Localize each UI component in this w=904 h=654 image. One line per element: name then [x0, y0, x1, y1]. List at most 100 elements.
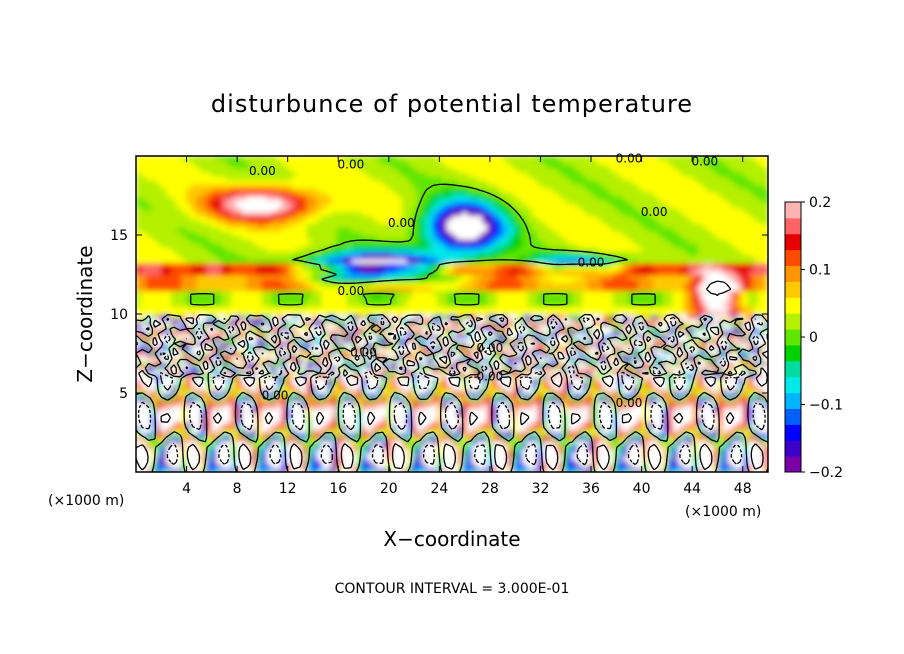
field-cell: [336, 448, 343, 454]
field-cell: [301, 436, 308, 442]
field-cell: [517, 464, 524, 469]
field-cell: [547, 440, 554, 446]
field-cell: [542, 396, 549, 402]
field-cell: [256, 428, 263, 434]
field-cell: [231, 400, 238, 406]
field-cell: [452, 428, 458, 434]
field-cell: [191, 420, 197, 426]
field-cell: [507, 416, 513, 422]
field-cell: [386, 440, 393, 446]
field-cell: [441, 440, 448, 446]
field-cell: [672, 436, 679, 442]
field-cell: [577, 416, 584, 422]
field-cell: [572, 412, 579, 418]
field-cell: [457, 400, 463, 406]
field-cell: [211, 432, 218, 438]
field-cell: [206, 468, 213, 472]
field-cell: [241, 404, 248, 410]
field-cell: [587, 389, 594, 394]
field-cell: [592, 393, 599, 398]
field-cell: [386, 436, 393, 442]
field-cell: [371, 408, 378, 414]
field-cell: [211, 389, 218, 394]
field-cell: [221, 468, 228, 472]
field-cell: [567, 448, 574, 454]
field-cell: [316, 404, 323, 410]
field-cell: [642, 432, 649, 438]
field-cell: [301, 456, 308, 461]
field-cell: [326, 448, 333, 454]
field-cell: [452, 444, 458, 450]
field-cell: [201, 448, 208, 454]
field-cell: [246, 385, 253, 390]
field-cell: [441, 416, 448, 422]
field-cell: [426, 468, 433, 472]
field-cell: [687, 412, 694, 418]
field-cell: [436, 468, 443, 472]
field-cell: [542, 400, 549, 406]
field-cell: [421, 452, 428, 457]
field-cell: [151, 452, 157, 457]
field-cell: [672, 460, 679, 465]
field-cell: [271, 448, 278, 454]
field-cell: [176, 416, 182, 422]
field-cell: [266, 432, 273, 438]
field-cell: [682, 452, 689, 457]
field-cell: [462, 428, 468, 434]
field-cell: [426, 448, 433, 454]
field-cell: [682, 389, 689, 394]
field-cell: [602, 468, 609, 472]
field-cell: [296, 456, 303, 461]
field-cell: [532, 385, 539, 390]
field-cell: [732, 400, 739, 406]
field-cell: [371, 412, 378, 418]
field-cell: [507, 408, 513, 414]
field-cell: [487, 408, 493, 414]
field-cell: [747, 464, 754, 469]
field-cell: [542, 468, 549, 472]
field-cell: [507, 400, 513, 406]
field-cell: [707, 468, 714, 472]
field-cell: [742, 408, 749, 414]
field-cell: [552, 412, 559, 418]
field-cell: [677, 440, 684, 446]
field-cell: [472, 440, 478, 446]
field-cell: [682, 400, 689, 406]
field-cell: [717, 396, 724, 402]
field-cell: [472, 416, 478, 422]
field-cell: [527, 416, 534, 422]
field-cell: [331, 420, 338, 426]
field-cell: [221, 408, 228, 414]
field-cell: [727, 424, 734, 430]
field-cell: [401, 396, 408, 402]
field-cell: [712, 440, 719, 446]
field-cell: [411, 385, 418, 390]
field-cell: [717, 448, 724, 454]
field-cell: [371, 452, 378, 457]
field-cell: [762, 385, 768, 390]
field-cell: [221, 440, 228, 446]
field-cell: [251, 464, 258, 469]
field-cell: [732, 408, 739, 414]
field-cell: [572, 404, 579, 410]
field-cell: [326, 456, 333, 461]
field-cell: [537, 448, 544, 454]
field-cell: [497, 412, 503, 418]
field-cell: [722, 393, 729, 398]
field-cell: [492, 385, 498, 390]
field-cell: [717, 424, 724, 430]
field-cell: [617, 468, 624, 472]
field-cell: [747, 468, 754, 472]
field-cell: [607, 412, 614, 418]
field-cell: [547, 460, 554, 465]
field-cell: [487, 393, 493, 398]
field-cell: [281, 452, 288, 457]
field-cell: [321, 400, 328, 406]
field-cell: [517, 444, 524, 450]
field-cell: [251, 408, 258, 414]
field-cell: [632, 416, 639, 422]
field-cell: [311, 452, 318, 457]
field-cell: [431, 416, 438, 422]
field-cell: [286, 385, 293, 390]
field-cell: [216, 444, 223, 450]
